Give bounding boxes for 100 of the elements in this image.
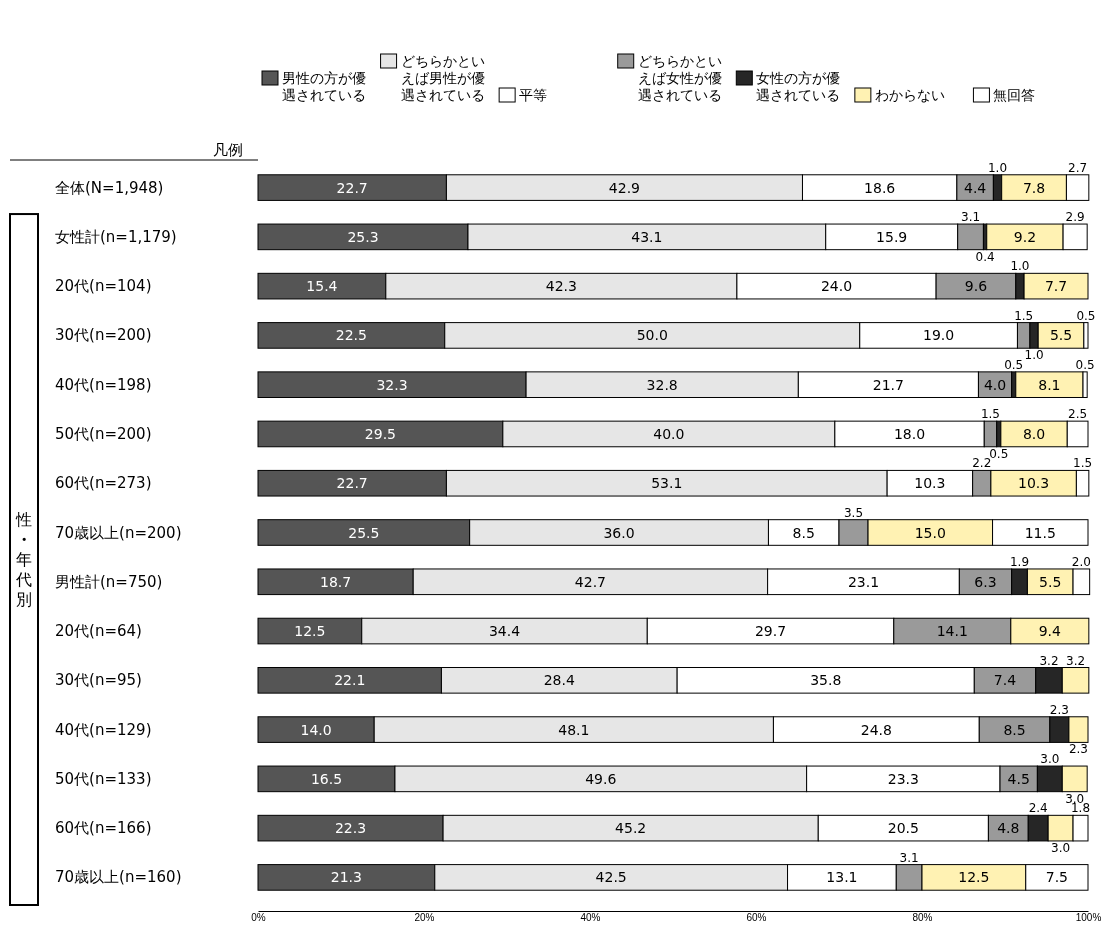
y-tick-label: 50代(n=133): [55, 769, 152, 788]
data-label: 6.3: [974, 573, 997, 590]
data-label: 7.7: [1044, 278, 1068, 295]
data-label: 49.6: [585, 770, 617, 787]
data-label: 23.3: [887, 770, 919, 787]
y-tick-label: 60代(n=273): [55, 474, 152, 493]
x-tick-label: 80%: [912, 912, 933, 924]
data-label: 24.8: [860, 721, 892, 738]
legend-label: 無回答: [993, 87, 1036, 103]
data-label: 9.6: [964, 278, 988, 295]
data-label: 3.2: [1039, 653, 1059, 668]
y-tick-label: 20代(n=64): [55, 622, 142, 641]
data-label: 1.0: [987, 160, 1008, 175]
data-label: 0.5: [1076, 308, 1096, 323]
data-label: 10.3: [914, 475, 946, 492]
data-label: 22.5: [335, 327, 367, 344]
y-tick-label: 50代(n=200): [55, 424, 152, 443]
data-label: 16.5: [310, 770, 343, 787]
data-label: 42.9: [608, 179, 641, 196]
data-label: 21.7: [872, 376, 904, 393]
data-label: 2.4: [1028, 801, 1048, 816]
y-tick-label: 40代(n=198): [55, 375, 152, 394]
legend-label: 男性の方が優遇されている: [282, 70, 366, 103]
data-label: 2.9: [1065, 210, 1085, 225]
data-label: 40.0: [653, 425, 685, 442]
data-label: 18.7: [320, 573, 352, 590]
data-label: 35.8: [810, 672, 842, 689]
legend-label: わからない: [874, 87, 945, 103]
data-label: 1.0: [1024, 348, 1044, 363]
data-label: 15.9: [876, 228, 908, 245]
data-label: 22.3: [334, 820, 367, 837]
data-label: 42.3: [545, 278, 577, 295]
data-label: 3.1: [899, 850, 919, 865]
data-label: 1.5: [1073, 456, 1093, 471]
x-tick-label: 100%: [1075, 912, 1102, 924]
data-label: 18.6: [864, 179, 896, 196]
data-label: 25.3: [347, 228, 379, 245]
data-label: 0.5: [1075, 357, 1095, 372]
data-label: 2.3: [1068, 742, 1088, 757]
y-tick-label: 60代(n=166): [55, 819, 152, 838]
data-label: 29.5: [364, 425, 397, 442]
y-tick-label: 全体(N=1,948): [55, 178, 164, 197]
data-label: 0.5: [1004, 357, 1024, 372]
data-label: 7.4: [993, 672, 1017, 689]
x-tick-label: 40%: [580, 912, 601, 924]
data-label: 3.5: [843, 505, 864, 520]
data-label: 48.1: [558, 721, 590, 738]
data-label: 2.2: [972, 456, 992, 471]
data-label: 5.5: [1039, 573, 1062, 590]
data-label: 8.0: [1022, 425, 1046, 442]
data-label: 4.8: [997, 820, 1020, 837]
legend-label: どちらかといえば女性が優遇されている: [637, 53, 722, 103]
data-label: 1.0: [1010, 259, 1030, 274]
data-label: 7.8: [1022, 179, 1046, 196]
data-label: 3.2: [1066, 653, 1086, 668]
data-label: 43.1: [631, 228, 663, 245]
data-label: 3.0: [1040, 752, 1060, 767]
data-label: 50.0: [636, 327, 668, 344]
data-label: 4.0: [983, 376, 1007, 393]
data-label: 45.2: [615, 820, 647, 837]
data-label: 14.1: [936, 623, 968, 640]
data-label: 15.0: [914, 524, 946, 541]
data-label: 22.7: [336, 475, 368, 492]
data-label: 3.0: [1051, 840, 1071, 855]
data-label: 1.5: [1014, 308, 1034, 323]
y-tick-label: 30代(n=95): [55, 671, 142, 690]
data-label: 2.5: [1068, 407, 1088, 422]
data-label: 1.5: [980, 407, 1001, 422]
y-tick-label: 70歳以上(n=200): [55, 523, 182, 542]
data-label: 12.5: [958, 869, 990, 886]
data-label: 15.4: [306, 278, 338, 295]
data-label: 13.1: [826, 869, 858, 886]
legend-label: 女性の方が優遇されている: [756, 70, 841, 103]
data-label: 8.1: [1038, 376, 1061, 393]
data-label: 20.5: [887, 820, 919, 837]
data-label: 24.0: [820, 278, 853, 295]
data-label: 19.0: [923, 327, 955, 344]
data-label: 22.1: [334, 672, 366, 689]
y-tick-label: 男性計(n=750): [55, 572, 163, 591]
data-label: 12.5: [294, 623, 326, 640]
y-tick-label: 20代(n=104): [55, 277, 152, 296]
data-label: 14.0: [300, 721, 332, 738]
data-label: 7.5: [1045, 869, 1069, 886]
data-label: 36.0: [603, 524, 635, 541]
data-label: 29.7: [754, 623, 787, 640]
data-label: 9.2: [1013, 228, 1037, 245]
data-label: 8.5: [1003, 721, 1026, 738]
data-label: 21.3: [330, 869, 362, 886]
data-label: 18.0: [893, 425, 926, 442]
data-label: 1.8: [1070, 801, 1091, 816]
legend-title: 凡例: [213, 141, 243, 159]
legend-label: どちらかといえば男性が優遇されている: [400, 53, 485, 103]
data-label: 9.4: [1038, 623, 1062, 640]
data-label: 4.4: [963, 179, 987, 196]
y-tick-label: 女性計(n=1,179): [55, 227, 177, 246]
data-label: 23.1: [847, 573, 880, 590]
data-label: 32.8: [646, 376, 678, 393]
data-label: 11.5: [1024, 524, 1056, 541]
data-label: 25.5: [348, 524, 380, 541]
data-label: 42.7: [574, 573, 606, 590]
